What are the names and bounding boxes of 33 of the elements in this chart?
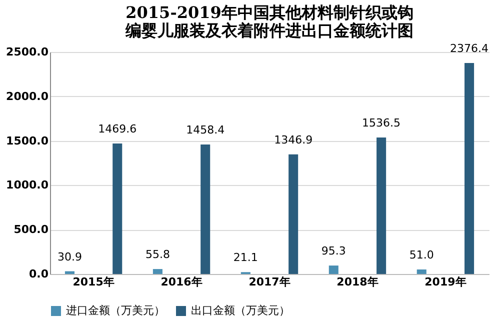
bar xyxy=(152,269,162,274)
bar xyxy=(64,271,74,274)
data-label: 1346.9 xyxy=(274,133,313,146)
bar xyxy=(288,154,298,274)
legend-label: 出口金额（万美元） xyxy=(191,304,290,317)
data-label: 1536.5 xyxy=(362,116,401,130)
legend-label: 进口金额（万美元） xyxy=(66,304,165,317)
data-label: 95.3 xyxy=(321,244,346,258)
y-tick-label: 2000.0 xyxy=(6,90,49,103)
data-label: 21.1 xyxy=(233,251,258,264)
bar xyxy=(200,144,210,274)
data-label: 55.8 xyxy=(145,248,170,262)
chart-title: 2015-2019年中国其他材料制针织或钩编婴儿服装及衣着附件进出口金额统计图 xyxy=(124,2,414,40)
x-tick-label: 2016年 xyxy=(160,276,202,288)
y-tick-label: 500.0 xyxy=(14,223,49,236)
x-tick-label: 2017年 xyxy=(248,276,290,288)
bar xyxy=(464,62,474,274)
data-label: 51.0 xyxy=(409,248,434,262)
data-label: 2376.4 xyxy=(450,42,489,55)
bar xyxy=(376,138,386,274)
data-label: 1458.4 xyxy=(186,123,225,136)
data-label: 30.9 xyxy=(57,250,82,264)
bar xyxy=(112,144,122,274)
bar xyxy=(328,266,338,274)
y-tick-label: 0.0 xyxy=(29,268,49,280)
y-tick-label: 2500.0 xyxy=(6,46,49,58)
bar xyxy=(416,269,426,274)
y-tick-label: 1000.0 xyxy=(6,178,49,192)
x-tick-label: 2018年 xyxy=(336,276,378,288)
x-tick-label: 2015年 xyxy=(72,276,114,288)
x-tick-label: 2019年 xyxy=(424,276,466,288)
y-tick-label: 1500.0 xyxy=(6,134,49,148)
data-label: 1469.6 xyxy=(98,122,137,136)
